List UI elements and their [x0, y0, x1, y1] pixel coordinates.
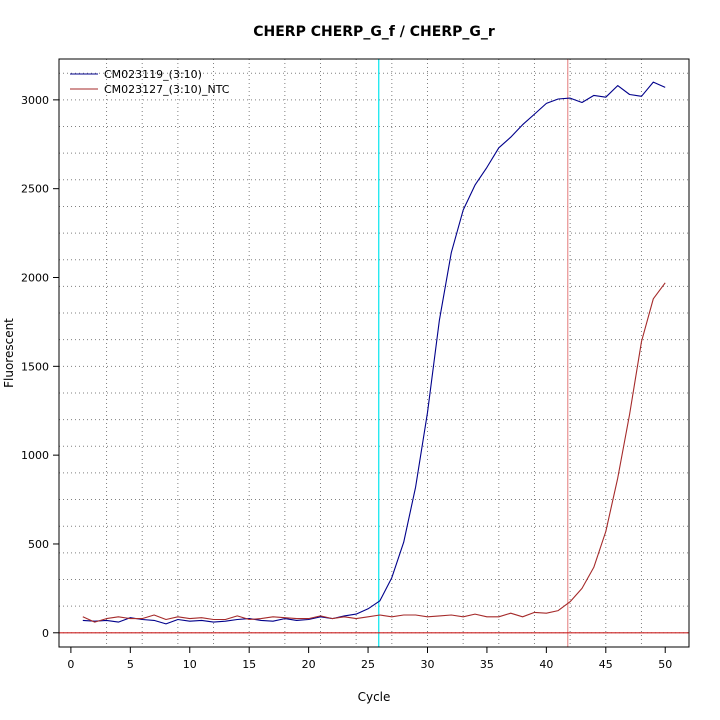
y-tick-label: 3000: [21, 94, 49, 107]
x-tick-label: 25: [361, 658, 375, 671]
x-tick-label: 0: [67, 658, 74, 671]
x-tick-label: 20: [302, 658, 316, 671]
x-tick-label: 30: [420, 658, 434, 671]
y-tick-label: 0: [42, 627, 49, 640]
y-tick-label: 1500: [21, 360, 49, 373]
x-tick-label: 5: [127, 658, 134, 671]
y-axis: 0 500 1000 1500 2000 2500 3000: [21, 94, 59, 640]
series-line-1: [82, 81, 666, 625]
x-tick-label: 35: [480, 658, 494, 671]
y-axis-label: Fluorescent: [2, 318, 16, 388]
reference-lines: [59, 59, 689, 647]
chart-title: CHERP CHERP_G_f / CHERP_G_r: [253, 24, 495, 40]
x-axis-label: Cycle: [358, 690, 391, 704]
series-line-2: [82, 282, 666, 623]
y-tick-label: 500: [28, 538, 49, 551]
y-tick-label: 2000: [21, 272, 49, 285]
grid-lines: [59, 59, 689, 647]
legend-label-series-2: CM023127_(3:10)_NTC: [104, 83, 230, 96]
legend: CM023119_(3:10) CM023127_(3:10)_NTC: [70, 68, 230, 96]
y-tick-label: 2500: [21, 183, 49, 196]
data-series: [82, 81, 666, 625]
plot-frame: [58, 58, 690, 648]
x-axis: 0 5 10 15 20 25 30 35 40 45 50: [67, 647, 672, 671]
legend-label-series-1: CM023119_(3:10): [104, 68, 202, 81]
x-tick-label: 45: [599, 658, 613, 671]
x-tick-label: 10: [183, 658, 197, 671]
x-tick-label: 15: [242, 658, 256, 671]
y-tick-label: 1000: [21, 449, 49, 462]
x-tick-label: 50: [658, 658, 672, 671]
x-tick-label: 40: [539, 658, 553, 671]
